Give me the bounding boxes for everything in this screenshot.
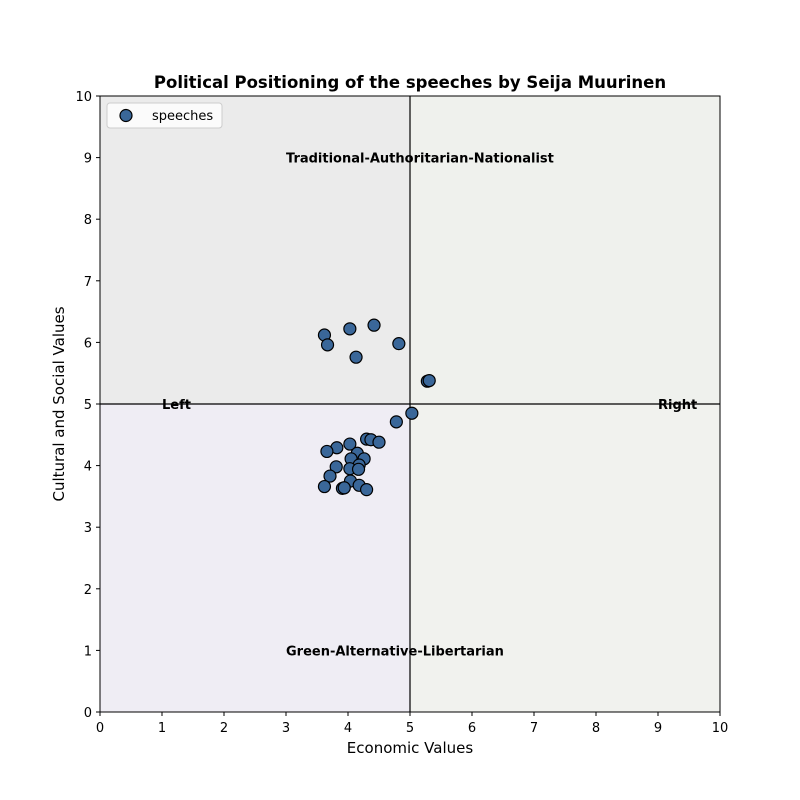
x-tick-label: 3 [282, 721, 290, 736]
y-tick-label: 10 [75, 90, 92, 105]
y-tick-label: 1 [84, 644, 92, 659]
quadrant-bottom-right [410, 404, 720, 712]
quadrant-top-left [100, 96, 410, 404]
x-tick-label: 1 [158, 721, 166, 736]
x-axis-ticks: 0 1 2 3 4 5 6 7 8 9 10 [96, 712, 728, 736]
quadrant-bottom-left [100, 404, 410, 712]
y-tick-label: 8 [84, 213, 92, 228]
x-tick-label: 2 [220, 721, 228, 736]
data-points [317, 318, 436, 497]
legend-label: speeches [152, 109, 213, 124]
quadrant-annotations: Traditional-Authoritarian-Nationalist Gre… [162, 152, 697, 660]
data-point [343, 322, 357, 336]
x-tick-label: 5 [406, 721, 414, 736]
y-tick-label: 3 [84, 521, 92, 536]
x-tick-label: 0 [96, 721, 104, 736]
data-point [351, 462, 366, 476]
y-tick-label: 2 [84, 583, 92, 598]
annotation: Left [162, 398, 191, 413]
y-tick-label: 0 [84, 706, 92, 721]
data-point [349, 350, 363, 364]
annotation: Green-Alternative-Libertarian [286, 644, 504, 659]
data-point [405, 406, 419, 420]
data-point [337, 481, 351, 495]
quadrant-top-right [410, 96, 720, 404]
legend-box [106, 102, 223, 129]
y-tick-label: 7 [84, 275, 92, 290]
y-axis-ticks: 0 1 2 3 4 5 6 7 8 9 10 [75, 90, 100, 721]
data-point [389, 415, 403, 429]
annotation: Right [658, 398, 697, 413]
y-axis-label: Cultural and Social Values [50, 306, 68, 501]
data-point [320, 338, 335, 352]
data-point [372, 435, 386, 449]
y-tick-label: 4 [84, 460, 92, 475]
x-tick-label: 7 [530, 721, 538, 736]
x-axis-label: Economic Values [347, 739, 474, 757]
quadrant-backgrounds [100, 96, 720, 712]
y-tick-label: 6 [84, 336, 92, 351]
data-point [323, 469, 337, 483]
x-tick-label: 6 [468, 721, 476, 736]
x-tick-label: 4 [344, 721, 352, 736]
chart-title: Political Positioning of the speeches by… [154, 73, 666, 92]
data-point [320, 444, 334, 459]
data-point [343, 437, 357, 451]
y-tick-label: 9 [84, 152, 92, 167]
legend: speeches [106, 102, 223, 129]
x-tick-label: 8 [592, 721, 600, 736]
data-point [422, 373, 436, 388]
legend-marker [119, 108, 133, 123]
annotation: Traditional-Authoritarian-Nationalist [286, 152, 554, 167]
x-tick-label: 10 [712, 721, 729, 736]
y-tick-label: 5 [84, 398, 92, 413]
x-tick-label: 9 [654, 721, 662, 736]
data-point [360, 483, 374, 497]
data-point [317, 479, 332, 494]
data-point [329, 460, 343, 474]
data-point [367, 318, 381, 332]
data-point [392, 337, 406, 351]
center-lines [100, 96, 720, 712]
